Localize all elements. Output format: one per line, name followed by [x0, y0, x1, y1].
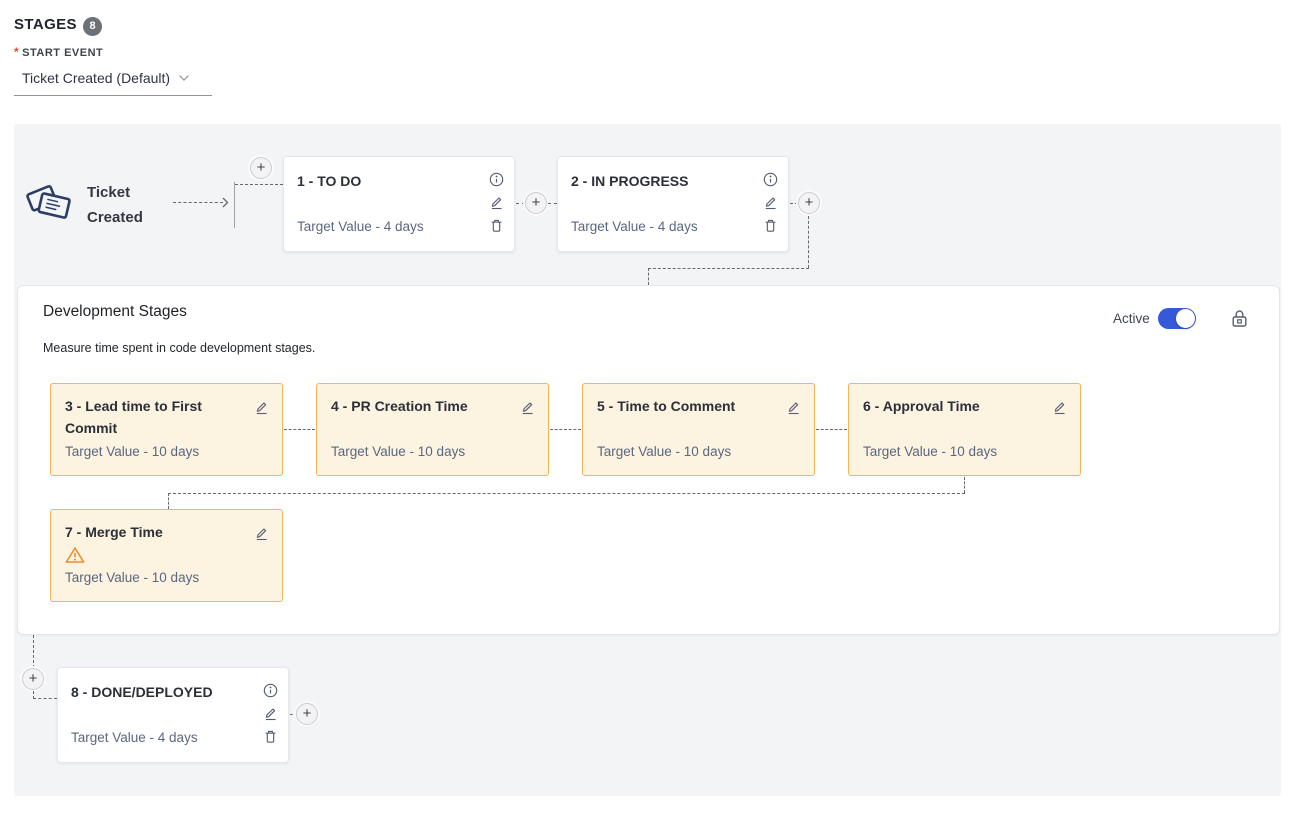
stage-card-title: 5 - Time to Comment	[597, 398, 736, 414]
connector-line	[648, 268, 649, 285]
connector-line	[808, 216, 809, 268]
tickets-icon	[24, 181, 76, 227]
stage-target-value: Target Value - 10 days	[331, 444, 466, 459]
edit-icon[interactable]	[263, 706, 278, 721]
connector-line	[168, 493, 965, 494]
stage-card-3-lead-time: 3 - Lead time to First Commit Target Val…	[50, 383, 283, 476]
stage-card-title: 2 - IN PROGRESS	[571, 173, 689, 189]
stage-card-2-in-progress: 2 - IN PROGRESS Target Value - 4 days	[557, 156, 789, 252]
connector-line	[550, 429, 581, 430]
stage-card-title: 8 - DONE/DEPLOYED	[71, 684, 213, 700]
start-node-label: Ticket Created	[87, 184, 143, 226]
connector-line	[964, 477, 965, 493]
stage-card-8-done-deployed: 8 - DONE/DEPLOYED Target Value - 4 days	[57, 667, 289, 763]
edit-icon[interactable]	[1052, 400, 1067, 415]
stage-target-value: Target Value - 4 days	[297, 219, 424, 234]
stage-card-title: 7 - Merge Time	[65, 521, 240, 564]
info-icon[interactable]	[489, 172, 504, 187]
stage-card-7-merge-time: 7 - Merge Time Target Value - 10 days	[50, 509, 283, 602]
toggle-knob	[1176, 309, 1195, 328]
connector-line	[648, 268, 809, 269]
connector-line	[816, 429, 847, 430]
stage-target-value: Target Value - 10 days	[863, 444, 998, 459]
add-stage-between-1-2-button[interactable]: +	[525, 192, 547, 214]
stage-card-5-time-to-comment: 5 - Time to Comment Target Value - 10 da…	[582, 383, 815, 476]
connector-line	[33, 698, 57, 699]
connector-line	[235, 184, 283, 185]
warning-icon	[65, 546, 240, 564]
connector-line	[284, 429, 315, 430]
active-label: Active	[1113, 311, 1150, 326]
connector-line	[234, 182, 235, 228]
chevron-down-icon	[178, 74, 190, 82]
stage-card-6-approval-time: 6 - Approval Time Target Value - 10 days	[848, 383, 1081, 476]
connector-line	[290, 714, 297, 715]
active-toggle[interactable]	[1158, 308, 1196, 329]
stage-target-value: Target Value - 4 days	[71, 730, 198, 745]
stage-card-1-todo: 1 - TO DO Target Value - 4 days	[283, 156, 515, 252]
edit-icon[interactable]	[254, 526, 269, 541]
stage-card-title: 1 - TO DO	[297, 173, 362, 189]
trash-icon[interactable]	[263, 729, 278, 744]
trash-icon[interactable]	[763, 218, 778, 233]
stage-card-title: 6 - Approval Time	[863, 398, 980, 414]
required-asterisk: *	[14, 45, 20, 59]
add-stage-before-8-button[interactable]: +	[22, 668, 44, 690]
add-stage-after-2-button[interactable]: +	[798, 192, 820, 214]
connector-line	[168, 493, 169, 509]
group-subtitle: Measure time spent in code development s…	[43, 341, 316, 355]
stage-card-title: 4 - PR Creation Time	[331, 398, 468, 414]
start-event-label: * START EVENT	[14, 45, 104, 59]
stage-target-value: Target Value - 10 days	[597, 444, 732, 459]
connector-line	[548, 203, 557, 204]
connector-line	[516, 203, 525, 204]
add-stage-before-1-button[interactable]: +	[250, 157, 272, 179]
edit-icon[interactable]	[489, 195, 504, 210]
arrow-right-icon	[222, 197, 229, 208]
connector-line	[790, 203, 798, 204]
stage-count-badge: 8	[83, 17, 102, 36]
info-icon[interactable]	[263, 683, 278, 698]
edit-icon[interactable]	[763, 195, 778, 210]
start-event-value: Ticket Created (Default)	[22, 69, 171, 86]
stage-target-value: Target Value - 4 days	[571, 219, 698, 234]
trash-icon[interactable]	[489, 218, 504, 233]
info-icon[interactable]	[763, 172, 778, 187]
stage-card-4-pr-creation: 4 - PR Creation Time Target Value - 10 d…	[316, 383, 549, 476]
edit-icon[interactable]	[254, 400, 269, 415]
stage-target-value: Target Value - 10 days	[65, 444, 200, 459]
stage-card-title: 3 - Lead time to First Commit	[65, 398, 202, 436]
connector-line	[33, 691, 34, 699]
start-event-select[interactable]: Ticket Created (Default)	[14, 66, 212, 96]
stage-target-value: Target Value - 10 days	[65, 570, 200, 585]
add-stage-after-8-button[interactable]: +	[296, 703, 318, 725]
edit-icon[interactable]	[520, 400, 535, 415]
lock-icon[interactable]	[1231, 309, 1248, 328]
connector-line	[173, 202, 223, 203]
connector-line	[33, 635, 34, 668]
group-title: Development Stages	[43, 303, 187, 320]
edit-icon[interactable]	[786, 400, 801, 415]
page-title: STAGES	[14, 16, 77, 33]
